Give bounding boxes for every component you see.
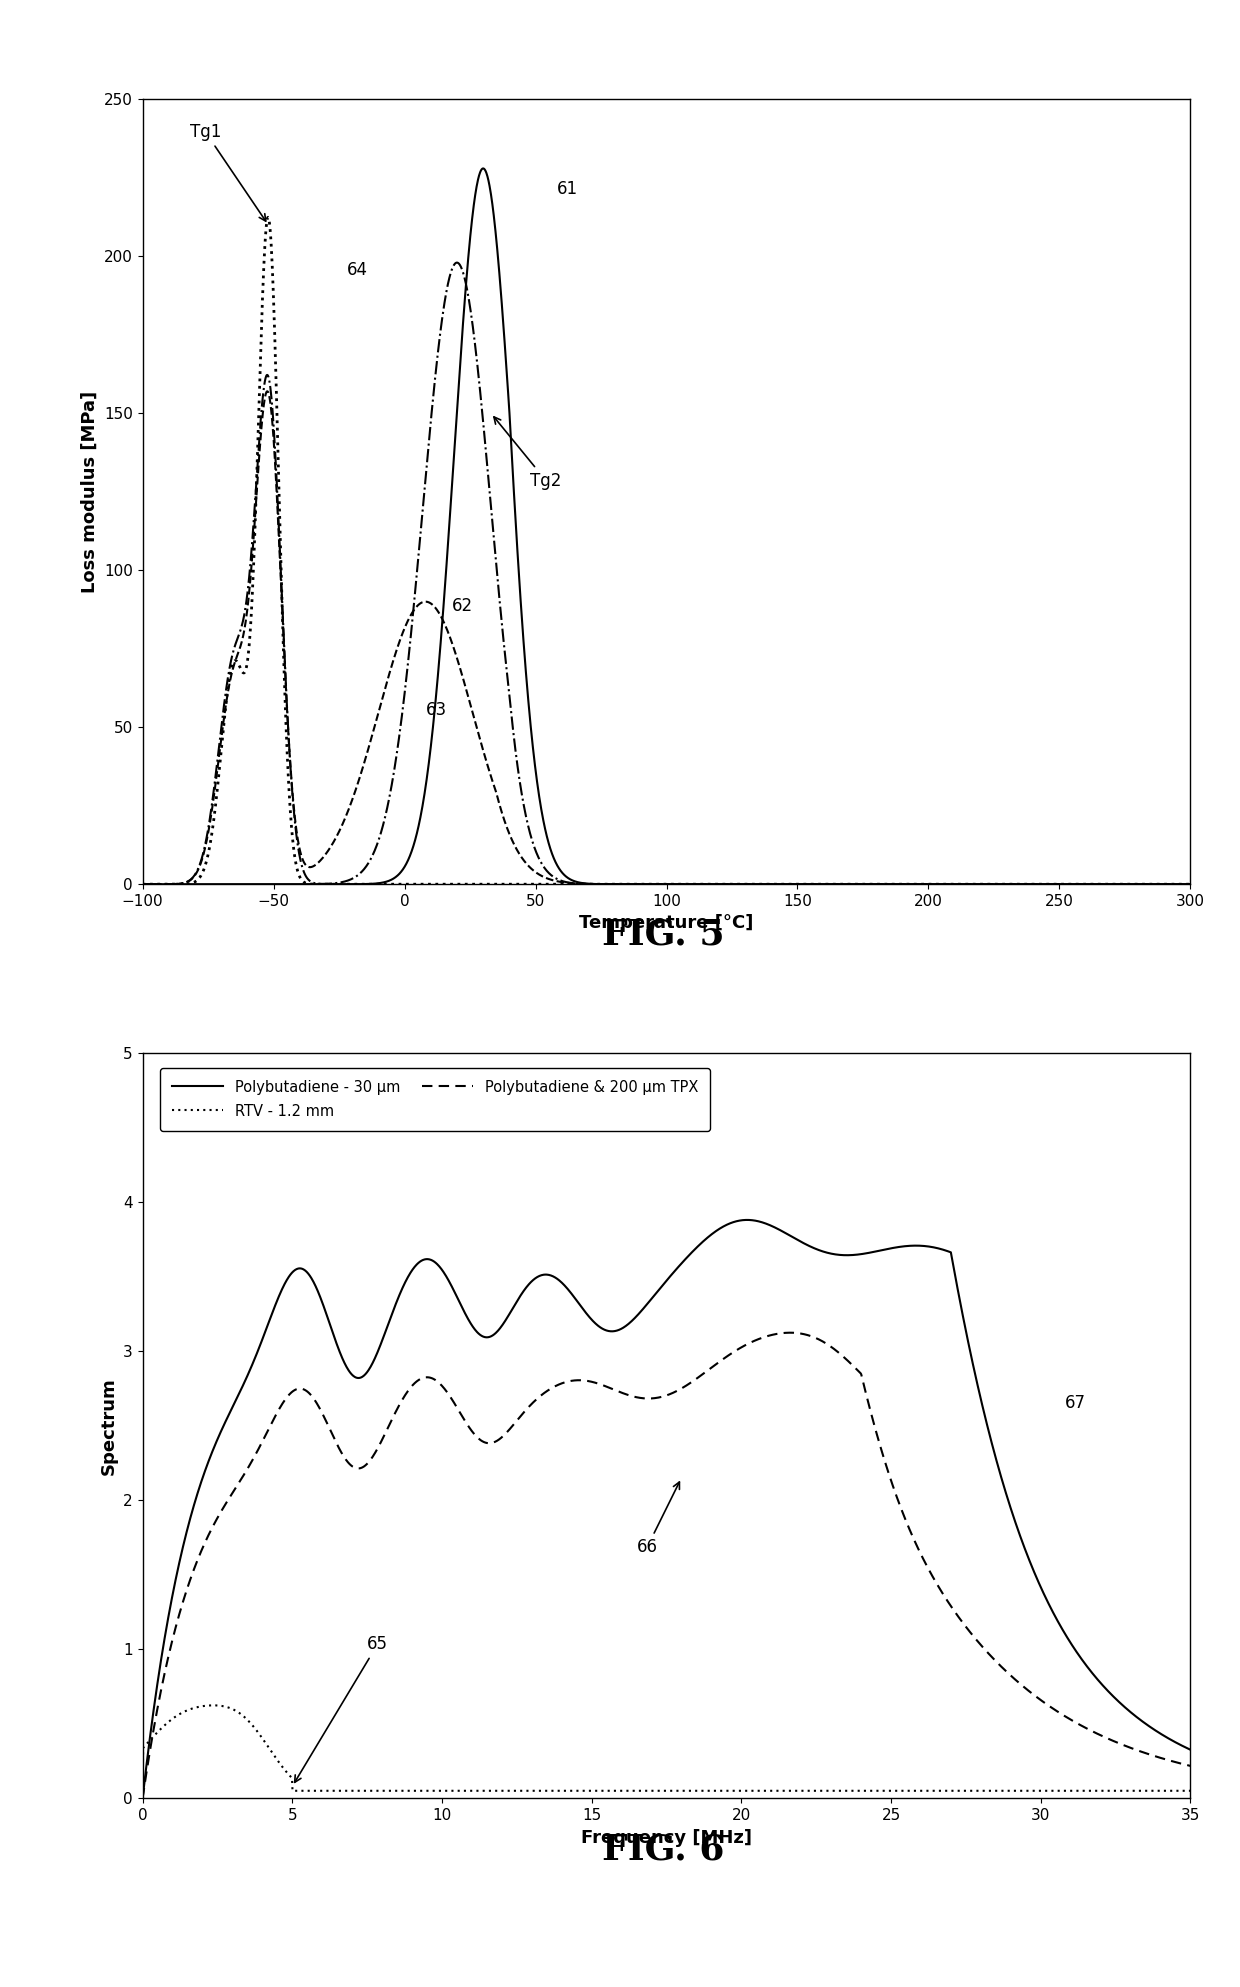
Text: Tg2: Tg2 bbox=[494, 417, 562, 489]
Text: 65: 65 bbox=[295, 1635, 388, 1782]
Y-axis label: Spectrum: Spectrum bbox=[99, 1377, 118, 1474]
Y-axis label: Loss modulus [MPa]: Loss modulus [MPa] bbox=[81, 391, 98, 592]
Text: FIG. 6: FIG. 6 bbox=[603, 1832, 724, 1866]
Text: 62: 62 bbox=[451, 596, 472, 616]
Text: FIG. 5: FIG. 5 bbox=[603, 918, 724, 952]
X-axis label: Temperature [°C]: Temperature [°C] bbox=[579, 914, 754, 932]
Text: 66: 66 bbox=[636, 1482, 680, 1556]
Text: 67: 67 bbox=[1065, 1393, 1086, 1413]
Legend: Polybutadiene - 30 μm, RTV - 1.2 mm, Polybutadiene & 200 μm TPX: Polybutadiene - 30 μm, RTV - 1.2 mm, Pol… bbox=[160, 1067, 709, 1131]
X-axis label: Frequency [MHz]: Frequency [MHz] bbox=[582, 1828, 751, 1846]
Text: 64: 64 bbox=[347, 260, 368, 278]
Text: Tg1: Tg1 bbox=[190, 123, 265, 221]
Text: 61: 61 bbox=[557, 179, 578, 197]
Text: 63: 63 bbox=[425, 701, 446, 719]
